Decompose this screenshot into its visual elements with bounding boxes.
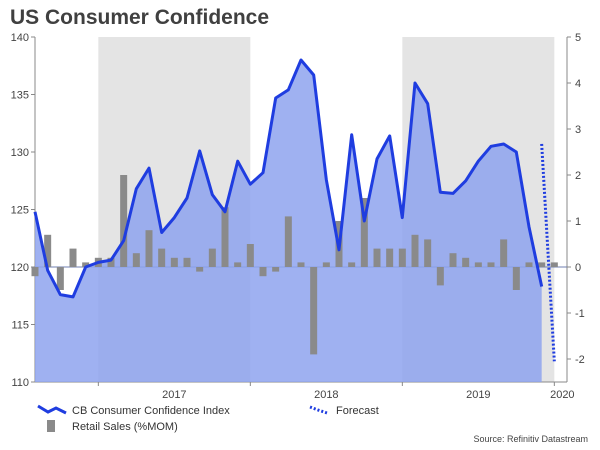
retail-bar — [487, 262, 495, 267]
retail-bar — [525, 262, 533, 267]
retail-bar — [462, 257, 470, 267]
right-tick-label: 2 — [575, 170, 581, 182]
left-tick-label: 135 — [11, 90, 29, 102]
retail-bar — [322, 262, 330, 267]
retail-bar — [538, 262, 546, 267]
retail-bar — [132, 253, 140, 267]
left-tick-label: 130 — [11, 147, 29, 159]
retail-bar — [145, 230, 153, 267]
retail-bar — [196, 267, 204, 272]
retail-bar — [411, 234, 419, 267]
retail-bar — [360, 198, 368, 267]
retail-bar — [259, 267, 267, 277]
x-tick-label: 2018 — [314, 389, 338, 401]
retail-bar — [424, 239, 432, 267]
retail-bar — [69, 248, 77, 267]
x-tick-label: 2017 — [162, 389, 186, 401]
retail-bar — [500, 239, 508, 267]
retail-bar — [284, 216, 292, 267]
retail-bar — [297, 262, 305, 267]
retail-bar — [246, 244, 254, 267]
left-axis-ticks: 110 115 120 125 130 135 140 — [11, 32, 35, 389]
legend-forecast-swatch — [309, 405, 328, 415]
retail-bar — [170, 257, 178, 267]
retail-bar — [56, 267, 64, 290]
retail-bar — [31, 267, 39, 277]
retail-bar — [221, 207, 229, 267]
retail-bar — [386, 248, 394, 267]
x-tick-label: 2020 — [550, 389, 574, 401]
right-tick-label: 1 — [575, 216, 581, 228]
retail-bar — [348, 262, 356, 267]
retail-sales-bars — [31, 175, 558, 355]
right-tick-label: 4 — [575, 78, 581, 90]
legend-forecast-label: Forecast — [336, 405, 379, 417]
retail-bar — [44, 234, 52, 267]
retail-bar — [208, 248, 216, 267]
left-tick-label: 110 — [11, 377, 29, 389]
forecast-segment — [540, 143, 556, 362]
retail-bar — [449, 253, 457, 267]
right-tick-label: 5 — [575, 32, 581, 44]
retail-bar — [398, 248, 406, 267]
left-tick-label: 125 — [11, 205, 29, 217]
left-tick-label: 120 — [11, 262, 29, 274]
legend-index-swatch — [37, 404, 67, 415]
x-tick-label: 2019 — [466, 389, 490, 401]
retail-bar — [550, 262, 558, 267]
index-polyline — [33, 58, 544, 299]
legend: CB Consumer Confidence Index Forecast Re… — [37, 404, 379, 433]
left-tick-label: 140 — [11, 32, 29, 44]
retail-bar — [234, 262, 242, 267]
right-tick-label: -2 — [575, 354, 585, 366]
retail-bar — [373, 248, 381, 267]
index-line — [33, 58, 544, 299]
retail-bar — [158, 248, 166, 267]
legend-index-label: CB Consumer Confidence Index — [72, 405, 230, 417]
left-tick-label: 115 — [11, 320, 29, 332]
source-note: Source: Refinitiv Datastream — [473, 434, 588, 444]
forecast-line — [540, 143, 556, 362]
retail-bar — [272, 267, 280, 272]
right-axis-ticks: -2 -1 0 1 2 3 4 5 — [567, 32, 585, 366]
retail-bar — [310, 267, 318, 355]
retail-bar — [436, 267, 444, 286]
right-tick-label: 3 — [575, 124, 581, 136]
x-axis-ticks: 2017 2018 2019 2020 — [97, 382, 575, 401]
retail-bar — [183, 257, 191, 267]
retail-bar — [512, 267, 520, 290]
retail-bar — [107, 257, 115, 267]
chart-title: US Consumer Confidence — [10, 6, 270, 29]
right-tick-label: 0 — [575, 262, 581, 274]
retail-bar — [120, 175, 128, 267]
legend-retail-swatch — [47, 420, 55, 432]
retail-bar — [82, 262, 90, 267]
right-tick-label: -1 — [575, 308, 585, 320]
legend-retail-label: Retail Sales (%MOM) — [72, 421, 178, 433]
retail-bar — [474, 262, 482, 267]
